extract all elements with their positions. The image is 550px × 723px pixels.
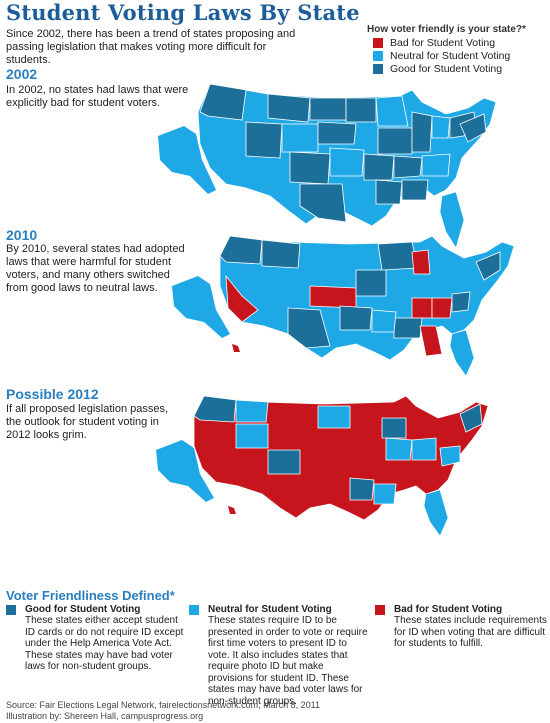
footer: Source: Fair Elections Legal Network, fa… (6, 700, 320, 722)
definition-heading-bad: Bad for Student Voting (394, 604, 503, 615)
legend-swatch-good (373, 64, 383, 74)
legend-swatch-neutral (373, 51, 383, 61)
legend-item-bad: Bad for Student Voting (373, 37, 495, 49)
definition-swatch-bad (375, 605, 385, 615)
section-text-2010: By 2010, several states had adopted laws… (6, 243, 185, 294)
map-2012 (156, 395, 489, 537)
definition-heading-good: Good for Student Voting (25, 604, 141, 615)
legend-label-bad: Bad for Student Voting (390, 37, 496, 49)
page-title: Student Voting Laws By State (6, 0, 360, 25)
definition-text-bad: These states include requirements for ID… (394, 615, 547, 649)
definition-text-neutral: These states require ID to be presented … (208, 615, 368, 707)
section-text-2012: If all proposed legislation passes, the … (6, 403, 169, 441)
definition-swatch-neutral (189, 605, 199, 615)
legend-swatch-bad (373, 38, 383, 48)
legend-title: How voter friendly is your state?* (367, 24, 526, 35)
credit-line: Illustration by: Shereen Hall, campuspro… (6, 711, 204, 721)
section-text-2002: In 2002, no states had laws that were ex… (6, 84, 189, 109)
map-2002 (158, 83, 497, 249)
definition-text-good: These states either accept student ID ca… (25, 615, 184, 672)
definition-heading-neutral: Neutral for Student Voting (208, 604, 332, 615)
legend-label-neutral: Neutral for Student Voting (390, 50, 511, 62)
section-year-2002: 2002 (6, 66, 38, 82)
section-year-2012: Possible 2012 (6, 386, 99, 402)
definitions-title: Voter Friendliness Defined* (6, 588, 175, 603)
source-line: Source: Fair Elections Legal Network, fa… (6, 700, 320, 710)
legend-label-good: Good for Student Voting (390, 63, 503, 75)
legend-item-neutral: Neutral for Student Voting (373, 50, 510, 62)
definition-swatch-good (6, 605, 16, 615)
section-year-2010: 2010 (6, 227, 38, 243)
map-2010 (172, 235, 515, 376)
legend-item-good: Good for Student Voting (373, 63, 502, 75)
intro-text: Since 2002, there has been a trend of st… (6, 28, 296, 66)
